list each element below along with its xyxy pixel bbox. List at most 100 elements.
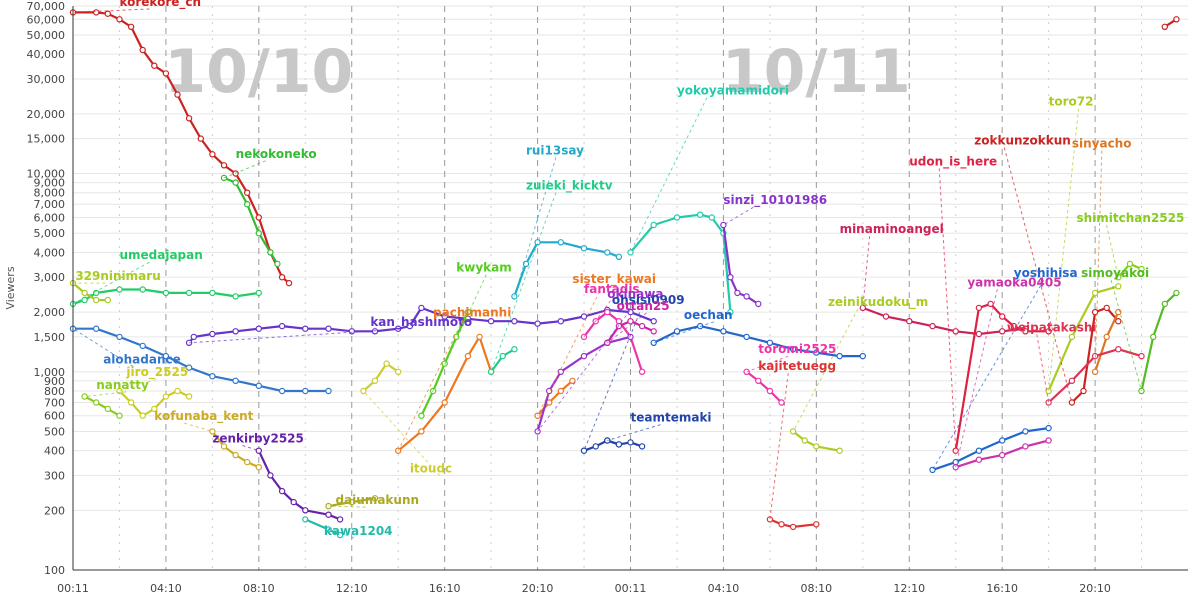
series-shimitchan2525 xyxy=(1115,260,1145,281)
data-point xyxy=(255,214,262,221)
series-toro72 xyxy=(1045,283,1122,395)
data-point xyxy=(406,322,413,330)
data-point xyxy=(801,437,808,444)
day-label: 10/10 xyxy=(164,37,353,107)
series-itoudc xyxy=(360,360,402,395)
data-point xyxy=(813,443,820,450)
series-label: daiumakunn xyxy=(335,493,419,507)
label-leader xyxy=(420,274,487,416)
data-point xyxy=(859,352,867,360)
data-point xyxy=(1091,289,1099,297)
series-pachimanhi xyxy=(395,333,495,454)
data-point xyxy=(325,325,332,332)
label-leader xyxy=(792,308,859,432)
data-point xyxy=(92,399,100,406)
data-point xyxy=(104,10,112,17)
data-point xyxy=(766,387,774,395)
data-point xyxy=(638,368,646,375)
data-point xyxy=(569,377,576,384)
data-point xyxy=(174,91,181,98)
series-udon_is_here xyxy=(952,300,1052,454)
data-point xyxy=(302,325,309,332)
label-leader xyxy=(84,391,127,398)
data-point xyxy=(580,352,588,360)
series-line xyxy=(606,439,643,448)
y-tick-label: 7,000 xyxy=(34,198,66,211)
data-point xyxy=(1115,308,1122,316)
data-point xyxy=(627,249,634,256)
series-label: zenkirby2525 xyxy=(212,431,304,445)
data-point xyxy=(197,135,204,142)
series-label: udon_is_here xyxy=(909,154,997,169)
series-oechan xyxy=(650,322,867,360)
label-leader xyxy=(630,97,708,253)
data-point xyxy=(1022,328,1029,335)
data-point xyxy=(1138,265,1145,273)
data-point xyxy=(325,502,332,510)
data-point xyxy=(580,447,588,454)
label-leader xyxy=(583,306,643,451)
label-leader xyxy=(723,206,754,226)
data-point xyxy=(1173,289,1180,297)
data-point xyxy=(371,377,379,384)
data-point xyxy=(650,328,657,335)
data-point xyxy=(789,346,797,353)
data-point xyxy=(673,328,681,335)
series-teamtemaki xyxy=(604,437,646,450)
data-point xyxy=(92,296,100,304)
series-label: zeinikudoku_m xyxy=(828,295,928,310)
series-label: ottan25 xyxy=(617,299,670,313)
data-point xyxy=(638,443,646,450)
series-label: nekokoneko xyxy=(236,147,317,161)
y-tick-label: 8,000 xyxy=(34,187,66,200)
series-line xyxy=(792,430,840,452)
series-label: simoyakoi xyxy=(1081,266,1149,280)
data-point xyxy=(755,377,762,384)
series-line xyxy=(932,427,1049,471)
data-point xyxy=(1103,333,1110,341)
data-point xyxy=(476,333,483,341)
series-line xyxy=(73,327,329,393)
label-leader xyxy=(938,168,957,451)
data-point xyxy=(975,456,983,463)
data-point xyxy=(139,46,146,54)
y-tick-label: 3,000 xyxy=(34,271,66,284)
data-point xyxy=(906,318,913,325)
data-point xyxy=(162,289,170,297)
data-point xyxy=(1115,318,1122,325)
series-rui13say xyxy=(511,239,623,300)
label-leader xyxy=(537,300,638,432)
day-label: 10/11 xyxy=(722,37,911,107)
label-leader xyxy=(397,319,464,451)
data-point xyxy=(789,523,797,531)
label-leader xyxy=(223,160,266,179)
data-point xyxy=(859,304,867,312)
y-tick-label: 15,000 xyxy=(27,133,66,146)
label-leader xyxy=(1003,147,1073,403)
data-point xyxy=(929,466,936,474)
data-point xyxy=(627,318,634,325)
data-point xyxy=(104,405,112,413)
data-point xyxy=(882,313,890,320)
data-point xyxy=(1161,300,1169,308)
series-label: alohadance xyxy=(103,353,181,367)
data-point xyxy=(232,377,239,384)
data-point xyxy=(209,151,216,158)
data-point xyxy=(778,399,785,406)
label-leader xyxy=(119,378,157,392)
series-kawa1204 xyxy=(302,516,344,539)
label-leader xyxy=(955,289,998,468)
data-point xyxy=(1126,260,1134,268)
series-line xyxy=(769,518,817,529)
data-point xyxy=(999,328,1006,335)
series-yamaoka0405 xyxy=(952,437,1052,471)
data-point xyxy=(638,322,646,330)
data-point xyxy=(104,296,112,304)
series-yoshihisa xyxy=(929,424,1052,474)
data-point xyxy=(336,516,344,523)
data-point xyxy=(727,274,734,281)
data-point xyxy=(1045,424,1052,432)
label-leader xyxy=(1048,108,1080,392)
y-tick-label: 4,000 xyxy=(34,246,66,259)
y-tick-label: 10,000 xyxy=(27,168,66,181)
